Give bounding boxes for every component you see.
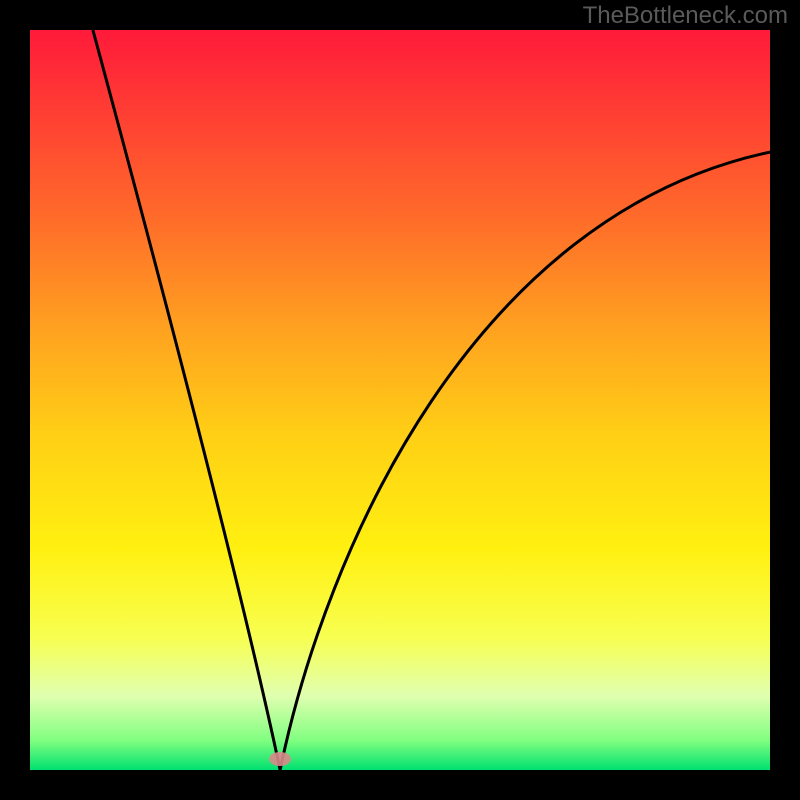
plot-area [30, 30, 770, 770]
bottleneck-curve [30, 30, 770, 770]
curve-path [93, 30, 770, 770]
optimal-point-marker [269, 752, 291, 766]
watermark-label: TheBottleneck.com [583, 2, 788, 30]
chart-container: TheBottleneck.com [0, 0, 800, 800]
